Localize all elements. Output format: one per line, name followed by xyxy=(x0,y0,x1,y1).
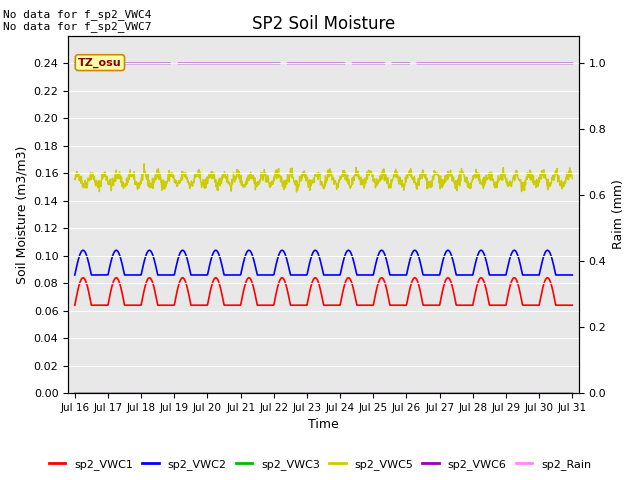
sp2_VWC5 xyxy=(355,175,362,180)
sp2_VWC2 xyxy=(292,272,300,278)
sp2_VWC1 xyxy=(301,302,309,308)
sp2_Rain xyxy=(282,390,290,396)
sp2_VWC1 xyxy=(292,302,300,308)
sp2_VWC2 xyxy=(71,272,79,278)
sp2_Rain xyxy=(109,390,117,396)
sp2_VWC5 xyxy=(282,179,290,184)
sp2_VWC6 xyxy=(109,60,117,66)
sp2_VWC3 xyxy=(71,390,79,396)
sp2_VWC5 xyxy=(130,170,138,176)
sp2_VWC5 xyxy=(568,176,576,181)
sp2_VWC6 xyxy=(301,60,309,66)
sp2_VWC5 xyxy=(302,173,310,179)
sp2_VWC6 xyxy=(292,60,300,66)
sp2_VWC5 xyxy=(140,161,148,167)
sp2_Rain xyxy=(568,390,576,396)
Line: sp2_VWC1: sp2_VWC1 xyxy=(75,278,572,305)
sp2_VWC3 xyxy=(130,390,138,396)
sp2_VWC2 xyxy=(355,272,362,278)
Title: SP2 Soil Moisture: SP2 Soil Moisture xyxy=(252,15,395,33)
sp2_VWC2 xyxy=(79,247,87,253)
X-axis label: Time: Time xyxy=(308,419,339,432)
sp2_Rain xyxy=(292,390,300,396)
sp2_VWC1 xyxy=(130,302,138,308)
sp2_VWC5 xyxy=(292,189,300,195)
sp2_VWC6 xyxy=(568,60,576,66)
sp2_VWC2 xyxy=(568,272,576,278)
sp2_VWC1 xyxy=(355,302,362,308)
Legend: sp2_VWC1, sp2_VWC2, sp2_VWC3, sp2_VWC5, sp2_VWC6, sp2_Rain: sp2_VWC1, sp2_VWC2, sp2_VWC3, sp2_VWC5, … xyxy=(44,455,596,474)
sp2_VWC5 xyxy=(71,176,79,182)
Text: No data for f_sp2_VWC7: No data for f_sp2_VWC7 xyxy=(3,21,152,32)
Text: No data for f_sp2_VWC4: No data for f_sp2_VWC4 xyxy=(3,9,152,20)
sp2_VWC3 xyxy=(282,390,290,396)
Y-axis label: Soil Moisture (m3/m3): Soil Moisture (m3/m3) xyxy=(15,145,28,284)
sp2_VWC6 xyxy=(355,60,362,66)
sp2_VWC3 xyxy=(109,390,117,396)
sp2_Rain xyxy=(301,390,309,396)
sp2_VWC2 xyxy=(110,251,118,256)
sp2_VWC6 xyxy=(130,60,138,66)
sp2_VWC2 xyxy=(301,272,309,278)
Text: TZ_osu: TZ_osu xyxy=(78,58,122,68)
sp2_VWC6 xyxy=(71,60,79,66)
sp2_VWC2 xyxy=(282,254,290,260)
sp2_VWC3 xyxy=(568,390,576,396)
sp2_VWC1 xyxy=(282,283,290,288)
Line: sp2_VWC5: sp2_VWC5 xyxy=(75,164,572,192)
sp2_VWC1 xyxy=(79,275,87,281)
sp2_VWC5 xyxy=(293,179,301,185)
sp2_Rain xyxy=(354,390,362,396)
sp2_Rain xyxy=(130,390,138,396)
sp2_VWC3 xyxy=(301,390,309,396)
sp2_VWC1 xyxy=(110,278,118,284)
sp2_Rain xyxy=(71,390,79,396)
sp2_VWC1 xyxy=(71,302,79,308)
sp2_VWC3 xyxy=(354,390,362,396)
sp2_VWC5 xyxy=(109,180,117,186)
Line: sp2_VWC2: sp2_VWC2 xyxy=(75,250,572,275)
Y-axis label: Raim (mm): Raim (mm) xyxy=(612,180,625,250)
sp2_VWC1 xyxy=(568,302,576,308)
sp2_VWC2 xyxy=(130,272,138,278)
sp2_VWC3 xyxy=(292,390,300,396)
